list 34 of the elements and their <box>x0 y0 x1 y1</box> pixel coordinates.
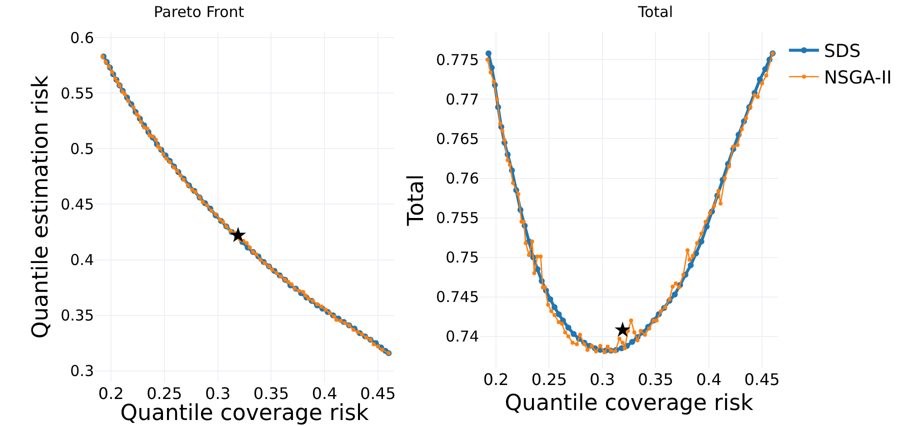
y-tick-label: 0.45 <box>60 195 94 214</box>
y-tick-label: 0.74 <box>446 328 479 346</box>
x-tick-label: 0.2 <box>483 370 509 389</box>
x-tick-label: 0.45 <box>360 384 396 403</box>
x-tick-label: 0.2 <box>98 384 124 403</box>
y-tick-label: 0.75 <box>446 248 479 267</box>
y-tick-label: 0.35 <box>60 306 94 325</box>
y-tick-label: 0.55 <box>60 84 94 102</box>
legend-label: NSGA-II <box>824 68 892 89</box>
y-axis-title: Quantile estimation risk <box>28 75 54 339</box>
y-tick-label: 0.4 <box>70 251 94 270</box>
y-tick-label: 0.755 <box>436 209 479 228</box>
x-tick-label: 0.25 <box>146 384 182 403</box>
y-tick-label: 0.775 <box>436 50 479 69</box>
x-tick-label: 0.3 <box>590 370 616 389</box>
x-tick-label: 0.45 <box>744 370 780 389</box>
x-tick-label: 0.4 <box>696 370 722 389</box>
x-axis-title: Quantile coverage risk <box>504 390 754 416</box>
x-tick-label: 0.3 <box>205 384 231 403</box>
y-tick-label: 0.76 <box>446 170 479 188</box>
x-tick-label: 0.4 <box>312 384 338 403</box>
x-axis-title: Quantile coverage risk <box>120 401 370 426</box>
legend-label: SDS <box>824 41 861 62</box>
y-tick-label: 0.5 <box>70 140 94 158</box>
x-tick-label: 0.35 <box>253 384 290 403</box>
y-tick-label: 0.765 <box>436 130 479 148</box>
y-axis-title: Total <box>404 174 429 227</box>
y-tick-label: 0.6 <box>70 28 94 47</box>
chart-title: Pareto Front <box>154 2 244 21</box>
y-tick-label: 0.77 <box>446 90 479 108</box>
chart-title: Total <box>636 2 674 21</box>
x-tick-label: 0.35 <box>638 370 674 389</box>
y-tick-label: 0.745 <box>436 288 479 306</box>
x-tick-label: 0.25 <box>531 370 567 389</box>
